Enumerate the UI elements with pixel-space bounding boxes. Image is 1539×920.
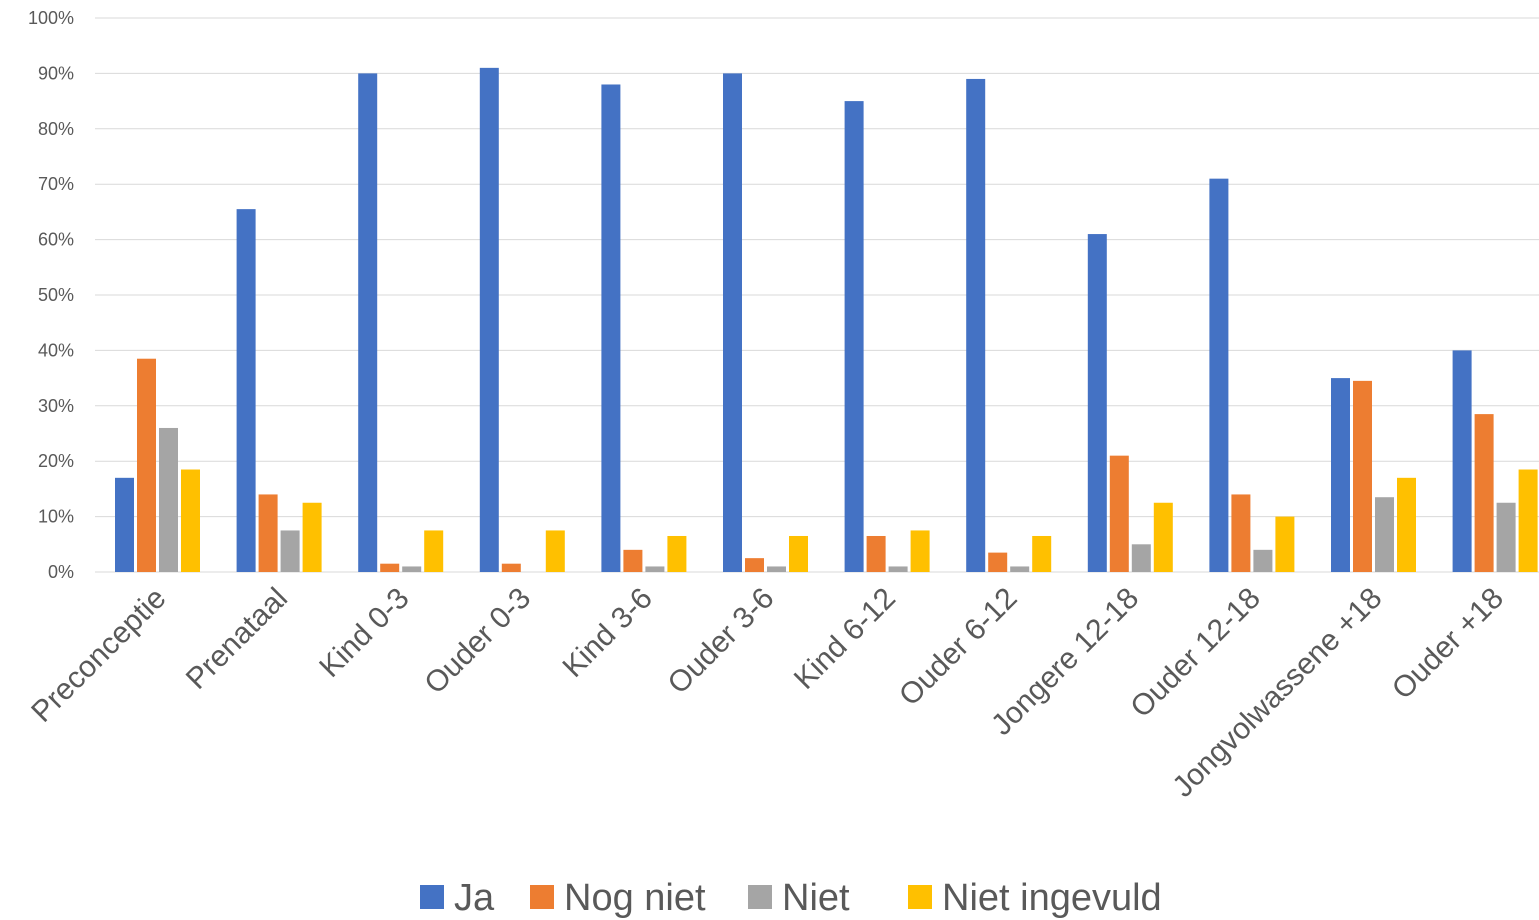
x-tick-label: Prenataal [180, 582, 294, 696]
y-tick-label: 30% [38, 396, 74, 416]
bar-nog-niet [1231, 494, 1251, 572]
bar-nog-niet [501, 563, 521, 572]
bar-nog-niet [258, 494, 278, 572]
gridlines [95, 17, 1539, 573]
bar-ja [236, 209, 256, 572]
legend-label: Niet ingevuld [942, 877, 1162, 919]
x-tick-label: Kind 0-3 [313, 582, 415, 684]
y-tick-label: 100% [28, 8, 74, 28]
bar-niet [1253, 549, 1273, 572]
bar-niet-ingevuld [181, 469, 200, 572]
bar-niet [1496, 502, 1516, 572]
y-tick-label: 60% [38, 230, 74, 250]
x-tick-label: Jongvolwassene +18 [1166, 582, 1388, 804]
y-tick-label: 70% [38, 174, 74, 194]
bar-niet-ingevuld [789, 535, 808, 572]
bar-niet-ingevuld [545, 530, 565, 572]
bar-niet-ingevuld [667, 535, 687, 572]
bar-nog-niet [623, 549, 643, 572]
bar-niet [1010, 566, 1030, 572]
legend-swatch [748, 885, 772, 909]
legend-swatch [420, 885, 444, 909]
x-tick-label: Kind 6-12 [788, 582, 902, 696]
bar-ja [966, 78, 986, 572]
bar-niet [645, 566, 665, 572]
legend-label: Niet [782, 877, 850, 919]
legend-swatch [530, 885, 554, 909]
bar-ja [1452, 350, 1472, 572]
x-axis: Preconceptie Prenataal Kind 0-3 Ouder 0-3 Ki… [25, 582, 1510, 804]
x-tick-label: Kind 3-6 [556, 582, 658, 684]
bar-nog-niet [988, 552, 1008, 572]
bar-niet-ingevuld [1397, 477, 1416, 572]
y-tick-label: 20% [38, 451, 74, 471]
bar-ja [1331, 378, 1350, 572]
bar-niet [1375, 497, 1394, 572]
bar-niet-ingevuld [1518, 469, 1538, 572]
bar-nog-niet [745, 558, 764, 572]
bar-niet-ingevuld [302, 502, 322, 572]
x-tick-label: Ouder 3-6 [662, 582, 781, 701]
x-tick-label: Preconceptie [25, 582, 172, 729]
bar-nog-niet [1109, 455, 1129, 572]
bar-niet [1131, 544, 1151, 572]
bar-niet-ingevuld [1153, 502, 1173, 572]
y-axis: 0% 10% 20% 30% 40% 50% 60% 70% 80% 90% 100% [28, 8, 74, 582]
y-tick-label: 0% [48, 562, 74, 582]
x-tick-label: Ouder +18 [1386, 582, 1510, 706]
bar-ja [1209, 178, 1229, 572]
bar-ja [723, 73, 742, 573]
legend-swatch [908, 885, 932, 909]
y-tick-label: 80% [38, 119, 74, 139]
bar-niet [280, 530, 300, 572]
legend: Ja Nog niet Niet Niet ingevuld [420, 877, 1162, 919]
bar-niet [888, 566, 908, 572]
bars [115, 67, 1538, 573]
bar-nog-niet [1353, 380, 1372, 572]
bar-ja [601, 84, 621, 572]
bar-nog-niet [137, 358, 156, 572]
legend-label: Nog niet [564, 877, 706, 919]
y-tick-label: 40% [38, 340, 74, 360]
legend-label: Ja [454, 877, 495, 919]
x-tick-label: Ouder 6-12 [893, 582, 1024, 713]
y-tick-label: 10% [38, 507, 74, 527]
bar-nog-niet [380, 563, 400, 572]
legend-item-niet: Niet [748, 877, 850, 919]
bar-niet-ingevuld [910, 530, 930, 572]
x-tick-label: Ouder 0-3 [418, 582, 537, 701]
bar-ja [1087, 234, 1107, 572]
bar-niet [159, 427, 178, 572]
y-tick-label: 90% [38, 63, 74, 83]
legend-item-niet-ingevuld: Niet ingevuld [908, 877, 1162, 919]
bar-niet-ingevuld [1275, 516, 1295, 572]
bar-niet [402, 566, 422, 572]
y-tick-label: 50% [38, 285, 74, 305]
bar-ja [358, 73, 378, 573]
bar-niet [767, 566, 786, 572]
bar-nog-niet [866, 535, 886, 572]
bar-ja [479, 67, 499, 573]
legend-item-nog-niet: Nog niet [530, 877, 706, 919]
bar-ja [115, 477, 134, 572]
bar-ja [844, 101, 864, 572]
bar-niet-ingevuld [1032, 535, 1052, 572]
legend-item-ja: Ja [420, 877, 495, 919]
bar-niet-ingevuld [424, 530, 444, 572]
bar-nog-niet [1474, 414, 1494, 572]
